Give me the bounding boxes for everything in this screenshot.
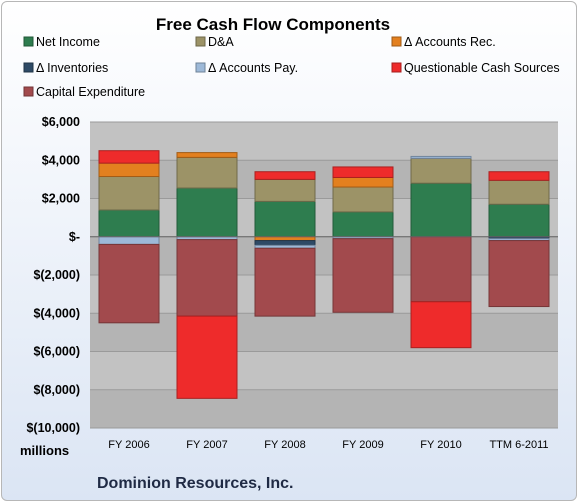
bar-segment: [176, 156, 238, 189]
bar-segment: [488, 203, 550, 238]
legend-label: Δ Inventories: [36, 61, 108, 75]
unit-label: millions: [20, 443, 69, 458]
bar-segment: [332, 166, 394, 178]
y-tick-label: $4,000: [42, 153, 80, 167]
x-tick-label: FY 2008: [264, 439, 305, 451]
chart-title: Free Cash Flow Components: [156, 15, 390, 34]
bar-segment: [98, 176, 160, 211]
bar-segment: [98, 162, 160, 178]
legend-swatch: [23, 62, 34, 73]
bar-segment: [98, 236, 160, 245]
legend-swatch: [195, 36, 206, 47]
y-tick-label: $2,000: [42, 192, 80, 206]
legend-swatch: [391, 36, 402, 47]
legend-label: Questionable Cash Sources: [404, 61, 560, 75]
y-tick-label: $6,000: [42, 115, 80, 129]
x-tick-label: FY 2006: [108, 439, 149, 451]
y-tick-label: $(6,000): [33, 345, 80, 359]
bar-segment: [98, 243, 160, 324]
legend-label: Δ Accounts Rec.: [404, 35, 496, 49]
legend-label: Capital Expenditure: [36, 85, 145, 99]
grid-band: [90, 236, 558, 275]
x-tick-label: FY 2009: [342, 439, 383, 451]
grid-band: [90, 389, 558, 428]
bar-segment: [176, 152, 238, 158]
bar-segment: [254, 200, 316, 238]
legend-swatch: [391, 62, 402, 73]
bar-segment: [254, 178, 316, 202]
y-tick-label: $-: [69, 230, 80, 244]
bar-segment: [176, 187, 238, 238]
company-name: Dominion Resources, Inc.: [97, 475, 293, 492]
bar-segment: [332, 186, 394, 213]
bar-segment: [488, 240, 550, 308]
bar-segment: [488, 179, 550, 205]
bar-segment: [254, 236, 316, 242]
legend-swatch: [195, 62, 206, 73]
y-tick-label: $(2,000): [33, 268, 80, 282]
bar-segment: [332, 176, 394, 188]
bar-segment: [254, 240, 316, 246]
bar-segment: [176, 315, 238, 399]
grid-band: [90, 313, 558, 352]
legend-swatch: [23, 86, 34, 97]
y-tick-label: $(8,000): [33, 383, 80, 397]
x-tick-label: FY 2010: [420, 439, 461, 451]
x-tick-label: TTM 6-2011: [489, 439, 548, 451]
bar-segment: [332, 238, 394, 313]
bar-segment: [254, 171, 316, 180]
bar-segment: [410, 236, 472, 303]
legend-label: Δ Accounts Pay.: [208, 61, 298, 75]
legend-swatch: [23, 36, 34, 47]
y-tick-label: $(10,000): [26, 421, 80, 435]
bar-segment: [98, 150, 160, 164]
bar-segment: [410, 157, 472, 184]
bar-segment: [410, 301, 472, 349]
bar-segment: [410, 182, 472, 238]
x-tick-label: FY 2007: [186, 439, 227, 451]
bar-segment: [176, 239, 238, 317]
bar-segment: [410, 155, 472, 159]
bar-segment: [254, 247, 316, 317]
legend: Net Income D&A Δ Accounts Rec. Δ Inventorie…: [23, 35, 560, 99]
y-tick-label: $(4,000): [33, 306, 80, 320]
grid-band: [90, 160, 558, 199]
bar-segment: [488, 171, 550, 181]
plot-area: $6,000 $4,000 $2,000 $- $(2,000) $(4,000) $(6,…: [26, 115, 558, 451]
legend-label: D&A: [208, 35, 234, 49]
legend-label: Net Income: [36, 35, 100, 49]
bar-segment: [98, 209, 160, 238]
bar-segment: [332, 211, 394, 238]
